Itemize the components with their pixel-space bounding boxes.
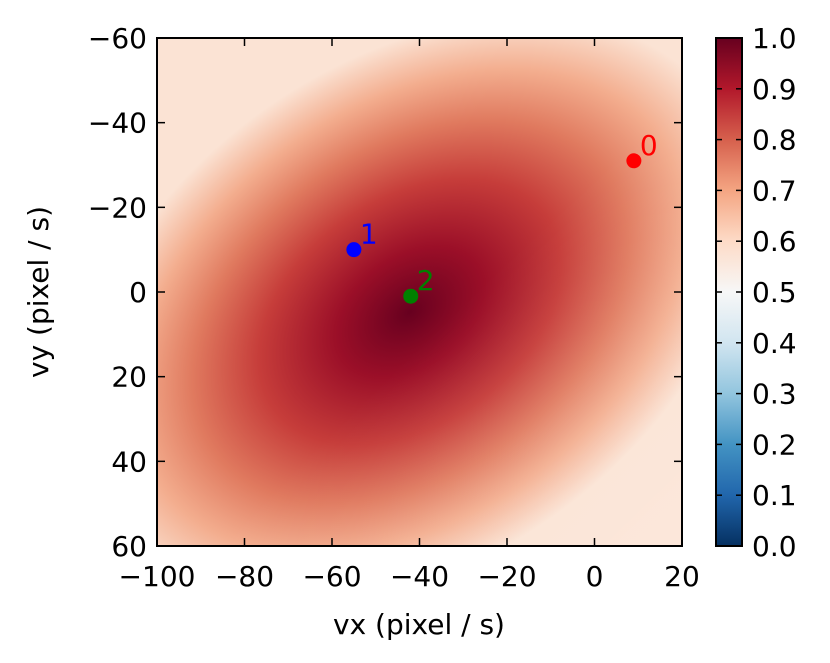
y-tick-label: 40	[111, 445, 147, 478]
point-label-0: 0	[640, 129, 658, 162]
point-0	[626, 153, 642, 169]
x-tick-label: −60	[302, 560, 361, 593]
point-1	[346, 242, 362, 258]
x-tick-label: 20	[664, 560, 700, 593]
x-tick-label: 0	[586, 560, 604, 593]
point-2	[403, 288, 419, 304]
colorbar-tick-label: 0.5	[752, 276, 797, 309]
colorbar-tick-label: 0.1	[752, 479, 797, 512]
point-label-1: 1	[360, 218, 378, 251]
colorbar-tick-label: 0.6	[752, 225, 797, 258]
colorbar-tick-label: 0.4	[752, 327, 797, 360]
colorbar-tick-label: 0.7	[752, 174, 797, 207]
colorbar-tick-label: 0.9	[752, 73, 797, 106]
x-tick-label: −80	[215, 560, 274, 593]
x-tick-label: −40	[390, 560, 449, 593]
x-tick-label: −20	[477, 560, 536, 593]
colorbar-tick-label: 0.2	[752, 428, 797, 461]
y-tick-label: 0	[129, 276, 147, 309]
x-axis-label: vx (pixel / s)	[333, 608, 505, 641]
y-tick-label: −20	[88, 191, 147, 224]
x-axis: −100 −80 −60 −40 −20 0 20	[119, 38, 700, 593]
colorbar-tick-label: 0.0	[752, 530, 797, 563]
colorbar-ticks: 0.0 0.1 0.2 0.3 0.4 0.5 0.6 0.7 0.8 0.9 1.0	[716, 22, 797, 563]
heatmap-fade	[157, 38, 682, 546]
colorbar-tick-label: 0.3	[752, 378, 797, 411]
points: 0 1 2	[346, 129, 658, 304]
y-tick-label: 60	[111, 530, 147, 563]
heatmap	[157, 38, 682, 546]
point-label-2: 2	[417, 264, 435, 297]
x-tick-label: −100	[119, 560, 196, 593]
colorbar-tick-label: 1.0	[752, 22, 797, 55]
y-tick-label: −60	[88, 22, 147, 55]
y-tick-label: −40	[88, 107, 147, 140]
y-axis-label: vy (pixel / s)	[22, 206, 55, 378]
colorbar-tick-label: 0.8	[752, 124, 797, 157]
y-tick-label: 20	[111, 361, 147, 394]
